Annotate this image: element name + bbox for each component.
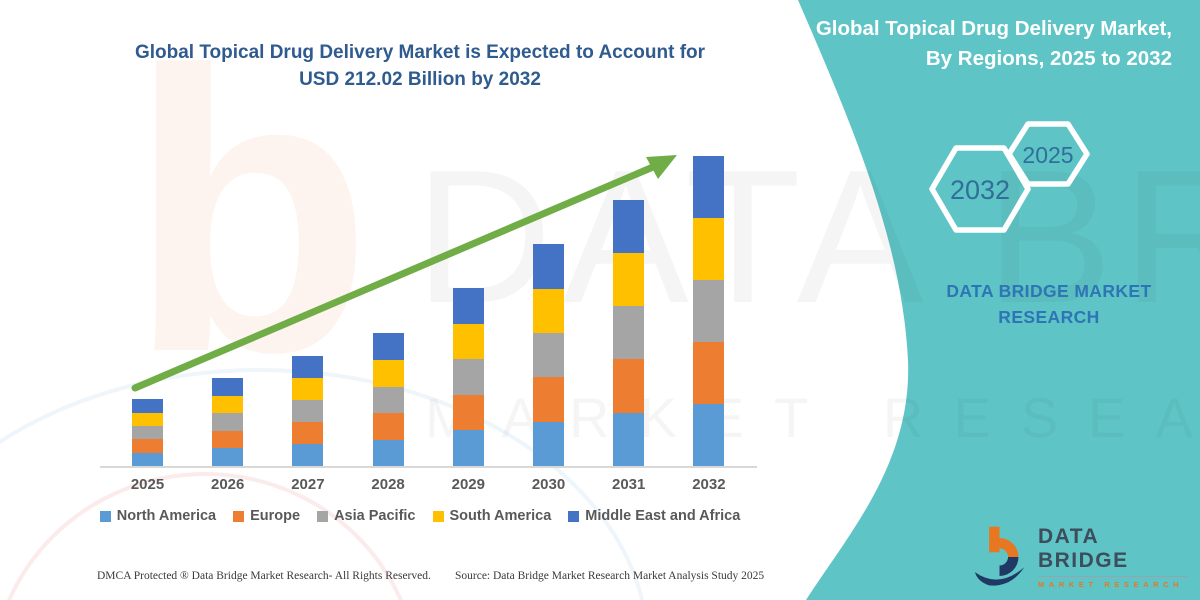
bar-segment-north-america	[212, 448, 244, 466]
x-axis-label-2029: 2029	[451, 476, 485, 493]
x-axis-label-2031: 2031	[612, 476, 646, 493]
legend-item-north-america: North America	[99, 508, 217, 524]
bar-segment-south-america	[693, 217, 725, 280]
bar-segment-middle-east-and-africa	[613, 199, 645, 253]
plot-area: 2025 2026 2027 2028 2029 2030 2031 2032	[100, 140, 760, 500]
legend-label-south-america: South America	[449, 508, 552, 524]
legend-label-europe: Europe	[250, 508, 301, 524]
chart-title: Global Topical Drug Delivery Market is E…	[70, 40, 770, 93]
bar-2029	[452, 288, 484, 466]
panel-title-line2: By Regions, 2025 to 2032	[925, 46, 1172, 70]
bar-segment-asia-pacific	[613, 306, 645, 360]
bar-segment-europe	[292, 422, 324, 445]
bar-segment-south-america	[452, 323, 484, 360]
bar-segment-asia-pacific	[372, 386, 404, 414]
bar-segment-europe	[533, 377, 564, 422]
bar-segment-south-america	[212, 395, 244, 414]
bar-segment-north-america	[693, 403, 725, 466]
source-note: Source: Data Bridge Market Research Mark…	[455, 570, 765, 582]
x-axis-label-2026: 2026	[211, 476, 245, 493]
bar-segment-middle-east-and-africa	[292, 356, 324, 379]
hexagon-2032-label: 2032	[950, 175, 1010, 205]
bar-segment-south-america	[533, 288, 564, 333]
company-logo: DATA BRIDGE MARKET RESEARCH	[973, 522, 1188, 592]
bar-segment-europe	[693, 341, 725, 404]
bar-segment-middle-east-and-africa	[533, 244, 564, 289]
bar-2031	[613, 199, 645, 466]
legend-swatch-asia-pacific	[317, 510, 329, 522]
logo-name: DATA BRIDGE	[1037, 525, 1188, 577]
bar-2028	[372, 333, 404, 466]
bar-segment-asia-pacific	[533, 332, 564, 378]
bar-2030	[533, 244, 564, 466]
bar-segment-middle-east-and-africa	[372, 333, 404, 361]
trend-arrow	[131, 155, 677, 392]
x-axis-label-2030: 2030	[531, 476, 566, 493]
x-axis-label-2032: 2032	[692, 476, 726, 493]
bar-segment-europe	[372, 413, 404, 440]
bar-segment-asia-pacific	[292, 400, 324, 423]
bar-segment-asia-pacific	[132, 425, 163, 440]
year-hexagons: 2032 2025	[929, 121, 1090, 233]
legend-label-middle-east-and-africa: Middle East and Africa	[585, 508, 741, 524]
chart-title-line2: USD 212.02 Billion by 2032	[299, 68, 541, 90]
legend-item-middle-east-and-africa: Middle East and Africa	[568, 508, 740, 524]
dmca-notice: DMCA Protected ® Data Bridge Market Rese…	[97, 570, 431, 582]
panel-title: Global Topical Drug Delivery Market, By …	[752, 14, 1172, 73]
legend-swatch-north-america	[99, 510, 111, 522]
bar-segment-north-america	[533, 421, 564, 466]
bar-segment-south-america	[613, 252, 645, 307]
bar-segment-middle-east-and-africa	[212, 378, 244, 396]
bar-segment-south-america	[372, 360, 404, 387]
x-axis-line	[100, 466, 757, 468]
hexagon-2025	[1006, 121, 1090, 187]
chart-title-line1: Global Topical Drug Delivery Market is E…	[134, 42, 706, 63]
bar-2032	[693, 155, 725, 466]
bar-segment-middle-east-and-africa	[452, 288, 484, 324]
legend-label-asia-pacific: Asia Pacific	[334, 508, 416, 524]
bar-segment-north-america	[613, 412, 645, 466]
bar-segment-south-america	[292, 378, 324, 401]
bar-segment-north-america	[372, 439, 404, 466]
bar-segment-europe	[452, 394, 484, 431]
bar-segment-europe	[132, 439, 163, 453]
bar-segment-asia-pacific	[212, 413, 244, 431]
bar-segment-europe	[212, 430, 244, 449]
legend-swatch-south-america	[432, 510, 444, 522]
brand-caption: DATA BRIDGE MARKET RESEARCH	[946, 281, 1152, 328]
legend-label-north-america: North America	[116, 508, 217, 524]
legend-item-south-america: South America	[432, 508, 552, 524]
logo-tagline: MARKET RESEARCH	[1037, 580, 1184, 589]
legend-swatch-middle-east-and-africa	[568, 510, 580, 522]
panel-title-line1: Global Topical Drug Delivery Market,	[815, 17, 1172, 40]
bar-segment-middle-east-and-africa	[693, 155, 725, 218]
bar-segment-asia-pacific	[452, 359, 484, 395]
bar-segment-north-america	[292, 444, 324, 466]
bar-segment-north-america	[452, 430, 484, 466]
data-bridge-b-icon	[974, 526, 1025, 586]
bar-segment-north-america	[132, 452, 163, 466]
bar-segment-south-america	[132, 412, 163, 426]
x-axis-label-2028: 2028	[371, 476, 405, 493]
bar-segment-europe	[613, 359, 645, 413]
bar-2026	[212, 378, 244, 466]
hexagon-2025-label: 2025	[1022, 142, 1073, 168]
bar-segment-asia-pacific	[693, 279, 725, 342]
legend: North America Europe Asia Pacific South Ame…	[70, 508, 770, 524]
x-axis-label-2027: 2027	[291, 476, 325, 493]
bar-2027	[292, 356, 324, 466]
hexagon-2032	[929, 145, 1031, 233]
legend-swatch-europe	[233, 510, 245, 522]
x-axis-label-2025: 2025	[130, 476, 165, 493]
legend-item-asia-pacific: Asia Pacific	[317, 508, 416, 524]
legend-item-europe: Europe	[233, 508, 300, 524]
teal-panel-shape	[798, 0, 1200, 600]
bar-2025	[132, 399, 163, 466]
bar-segment-middle-east-and-africa	[132, 399, 163, 413]
footer: DMCA Protected ® Data Bridge Market Rese…	[97, 570, 787, 590]
